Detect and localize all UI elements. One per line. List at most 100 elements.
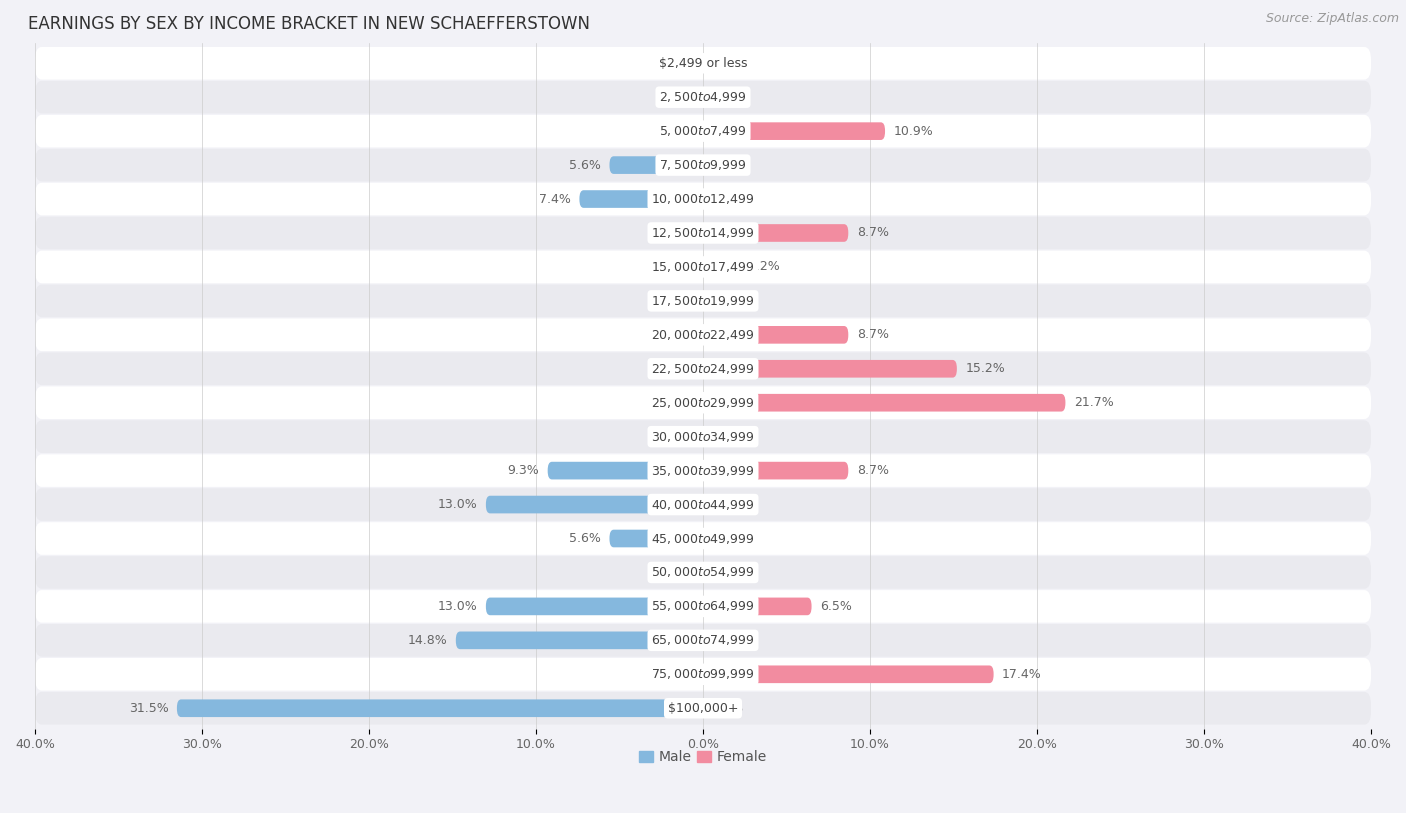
Text: 8.7%: 8.7% — [856, 227, 889, 240]
Text: 0.0%: 0.0% — [711, 294, 744, 307]
Text: 0.0%: 0.0% — [662, 57, 695, 70]
Text: $2,499 or less: $2,499 or less — [659, 57, 747, 70]
Text: 0.0%: 0.0% — [662, 363, 695, 376]
Text: 13.0%: 13.0% — [437, 498, 478, 511]
Text: 14.8%: 14.8% — [408, 634, 447, 647]
Text: 0.0%: 0.0% — [711, 634, 744, 647]
Text: 6.5%: 6.5% — [820, 600, 852, 613]
FancyBboxPatch shape — [609, 156, 703, 174]
Text: 0.0%: 0.0% — [711, 57, 744, 70]
Text: $75,000 to $99,999: $75,000 to $99,999 — [651, 667, 755, 681]
FancyBboxPatch shape — [177, 699, 703, 717]
Text: 0.0%: 0.0% — [711, 498, 744, 511]
FancyBboxPatch shape — [35, 149, 1371, 181]
Text: 0.0%: 0.0% — [711, 193, 744, 206]
FancyBboxPatch shape — [579, 190, 703, 208]
Text: 0.0%: 0.0% — [711, 159, 744, 172]
Text: $20,000 to $22,499: $20,000 to $22,499 — [651, 328, 755, 341]
Text: 0.0%: 0.0% — [662, 328, 695, 341]
Text: 0.0%: 0.0% — [662, 91, 695, 104]
Text: $50,000 to $54,999: $50,000 to $54,999 — [651, 566, 755, 580]
Text: 9.3%: 9.3% — [508, 464, 540, 477]
Text: 0.0%: 0.0% — [662, 260, 695, 273]
Text: 0.0%: 0.0% — [711, 702, 744, 715]
Text: 17.4%: 17.4% — [1002, 667, 1042, 680]
Text: 0.0%: 0.0% — [662, 294, 695, 307]
Text: Source: ZipAtlas.com: Source: ZipAtlas.com — [1265, 12, 1399, 25]
Text: $22,500 to $24,999: $22,500 to $24,999 — [651, 362, 755, 376]
FancyBboxPatch shape — [35, 556, 1371, 589]
FancyBboxPatch shape — [35, 590, 1371, 623]
FancyBboxPatch shape — [703, 122, 884, 140]
FancyBboxPatch shape — [35, 47, 1371, 80]
FancyBboxPatch shape — [35, 217, 1371, 250]
Text: 0.0%: 0.0% — [662, 430, 695, 443]
FancyBboxPatch shape — [35, 183, 1371, 215]
Text: 0.0%: 0.0% — [711, 91, 744, 104]
Text: 31.5%: 31.5% — [129, 702, 169, 715]
Text: $10,000 to $12,499: $10,000 to $12,499 — [651, 192, 755, 206]
FancyBboxPatch shape — [35, 522, 1371, 554]
Text: $5,000 to $7,499: $5,000 to $7,499 — [659, 124, 747, 138]
Text: $35,000 to $39,999: $35,000 to $39,999 — [651, 463, 755, 477]
FancyBboxPatch shape — [35, 454, 1371, 487]
FancyBboxPatch shape — [35, 285, 1371, 317]
Text: $12,500 to $14,999: $12,500 to $14,999 — [651, 226, 755, 240]
FancyBboxPatch shape — [703, 598, 811, 615]
Text: 8.7%: 8.7% — [856, 328, 889, 341]
Text: $55,000 to $64,999: $55,000 to $64,999 — [651, 599, 755, 613]
Text: EARNINGS BY SEX BY INCOME BRACKET IN NEW SCHAEFFERSTOWN: EARNINGS BY SEX BY INCOME BRACKET IN NEW… — [28, 15, 591, 33]
Text: 0.0%: 0.0% — [711, 430, 744, 443]
FancyBboxPatch shape — [703, 258, 740, 276]
Text: $17,500 to $19,999: $17,500 to $19,999 — [651, 293, 755, 308]
Text: 5.6%: 5.6% — [569, 159, 602, 172]
Text: $65,000 to $74,999: $65,000 to $74,999 — [651, 633, 755, 647]
Text: 2.2%: 2.2% — [748, 260, 780, 273]
Text: 13.0%: 13.0% — [437, 600, 478, 613]
FancyBboxPatch shape — [703, 326, 848, 344]
Text: $25,000 to $29,999: $25,000 to $29,999 — [651, 396, 755, 410]
Text: 0.0%: 0.0% — [662, 667, 695, 680]
Text: 15.2%: 15.2% — [965, 363, 1005, 376]
Text: 21.7%: 21.7% — [1074, 396, 1114, 409]
FancyBboxPatch shape — [609, 530, 703, 547]
FancyBboxPatch shape — [548, 462, 703, 480]
FancyBboxPatch shape — [703, 393, 1066, 411]
Text: $15,000 to $17,499: $15,000 to $17,499 — [651, 260, 755, 274]
FancyBboxPatch shape — [703, 224, 848, 241]
Text: 0.0%: 0.0% — [711, 532, 744, 545]
Text: 7.4%: 7.4% — [538, 193, 571, 206]
FancyBboxPatch shape — [35, 658, 1371, 690]
Text: $100,000+: $100,000+ — [668, 702, 738, 715]
FancyBboxPatch shape — [703, 360, 957, 377]
FancyBboxPatch shape — [35, 250, 1371, 283]
Text: $2,500 to $4,999: $2,500 to $4,999 — [659, 90, 747, 104]
Text: $30,000 to $34,999: $30,000 to $34,999 — [651, 429, 755, 444]
Text: 0.0%: 0.0% — [662, 566, 695, 579]
Legend: Male, Female: Male, Female — [634, 745, 772, 770]
FancyBboxPatch shape — [35, 489, 1371, 521]
FancyBboxPatch shape — [35, 115, 1371, 147]
FancyBboxPatch shape — [35, 420, 1371, 453]
Text: 0.0%: 0.0% — [662, 396, 695, 409]
FancyBboxPatch shape — [35, 81, 1371, 114]
Text: 0.0%: 0.0% — [662, 124, 695, 137]
FancyBboxPatch shape — [703, 666, 994, 683]
FancyBboxPatch shape — [456, 632, 703, 649]
Text: 5.6%: 5.6% — [569, 532, 602, 545]
FancyBboxPatch shape — [486, 496, 703, 513]
FancyBboxPatch shape — [35, 353, 1371, 385]
FancyBboxPatch shape — [35, 692, 1371, 724]
Text: $40,000 to $44,999: $40,000 to $44,999 — [651, 498, 755, 511]
Text: $7,500 to $9,999: $7,500 to $9,999 — [659, 158, 747, 172]
Text: 8.7%: 8.7% — [856, 464, 889, 477]
FancyBboxPatch shape — [703, 462, 848, 480]
FancyBboxPatch shape — [35, 624, 1371, 657]
FancyBboxPatch shape — [486, 598, 703, 615]
Text: 0.0%: 0.0% — [662, 227, 695, 240]
Text: 10.9%: 10.9% — [893, 124, 934, 137]
Text: 0.0%: 0.0% — [711, 566, 744, 579]
FancyBboxPatch shape — [35, 319, 1371, 351]
Text: $45,000 to $49,999: $45,000 to $49,999 — [651, 532, 755, 546]
FancyBboxPatch shape — [35, 386, 1371, 419]
